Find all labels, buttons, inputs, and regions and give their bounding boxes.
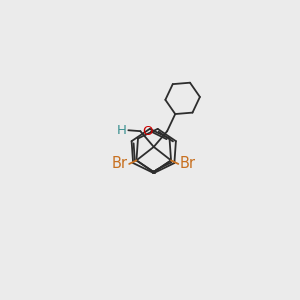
Text: Br: Br — [179, 156, 196, 171]
Text: H: H — [117, 124, 127, 137]
Text: Br: Br — [112, 156, 128, 171]
Text: O: O — [143, 125, 153, 138]
